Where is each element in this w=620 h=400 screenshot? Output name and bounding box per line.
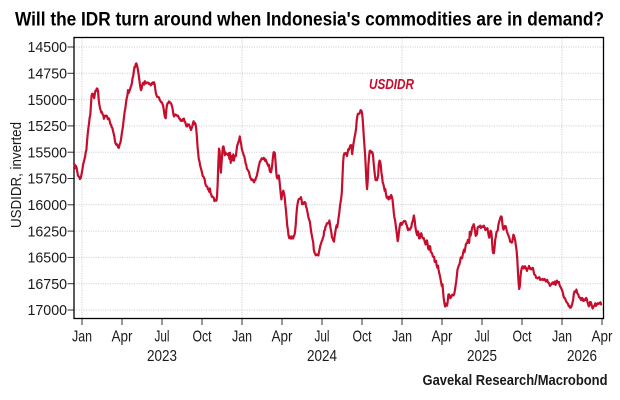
svg-text:Jan: Jan: [232, 329, 252, 346]
svg-text:15000: 15000: [28, 92, 68, 109]
svg-text:14750: 14750: [28, 66, 68, 83]
svg-text:Jul: Jul: [475, 329, 490, 346]
svg-text:Apr: Apr: [432, 329, 454, 346]
svg-text:17000: 17000: [28, 302, 68, 319]
svg-text:2025: 2025: [467, 348, 497, 365]
svg-text:15750: 15750: [28, 171, 68, 188]
svg-text:16750: 16750: [28, 276, 68, 293]
svg-text:2023: 2023: [147, 348, 177, 365]
svg-text:Apr: Apr: [272, 329, 294, 346]
svg-text:Jul: Jul: [315, 329, 330, 346]
svg-text:Gavekal Research/Macrobond: Gavekal Research/Macrobond: [423, 373, 608, 389]
svg-text:Will the IDR turn around when: Will the IDR turn around when Indonesia'…: [15, 10, 604, 31]
svg-text:Jan: Jan: [392, 329, 412, 346]
svg-text:16000: 16000: [28, 197, 68, 214]
svg-text:14500: 14500: [28, 39, 68, 56]
svg-text:Jan: Jan: [72, 329, 92, 346]
svg-text:Oct: Oct: [513, 329, 532, 346]
svg-text:15250: 15250: [28, 118, 68, 135]
svg-text:16250: 16250: [28, 223, 68, 240]
svg-text:Apr: Apr: [592, 329, 614, 346]
svg-text:16500: 16500: [28, 250, 68, 267]
svg-text:Apr: Apr: [112, 329, 134, 346]
svg-text:Oct: Oct: [193, 329, 212, 346]
svg-text:Oct: Oct: [353, 329, 372, 346]
svg-text:USDIDR: USDIDR: [369, 77, 414, 93]
svg-text:Jan: Jan: [552, 329, 572, 346]
svg-text:Jul: Jul: [155, 329, 170, 346]
svg-text:2024: 2024: [307, 348, 337, 365]
svg-text:USDIDR, inverted: USDIDR, inverted: [8, 122, 25, 228]
svg-text:15500: 15500: [28, 144, 68, 161]
svg-text:2026: 2026: [567, 348, 597, 365]
